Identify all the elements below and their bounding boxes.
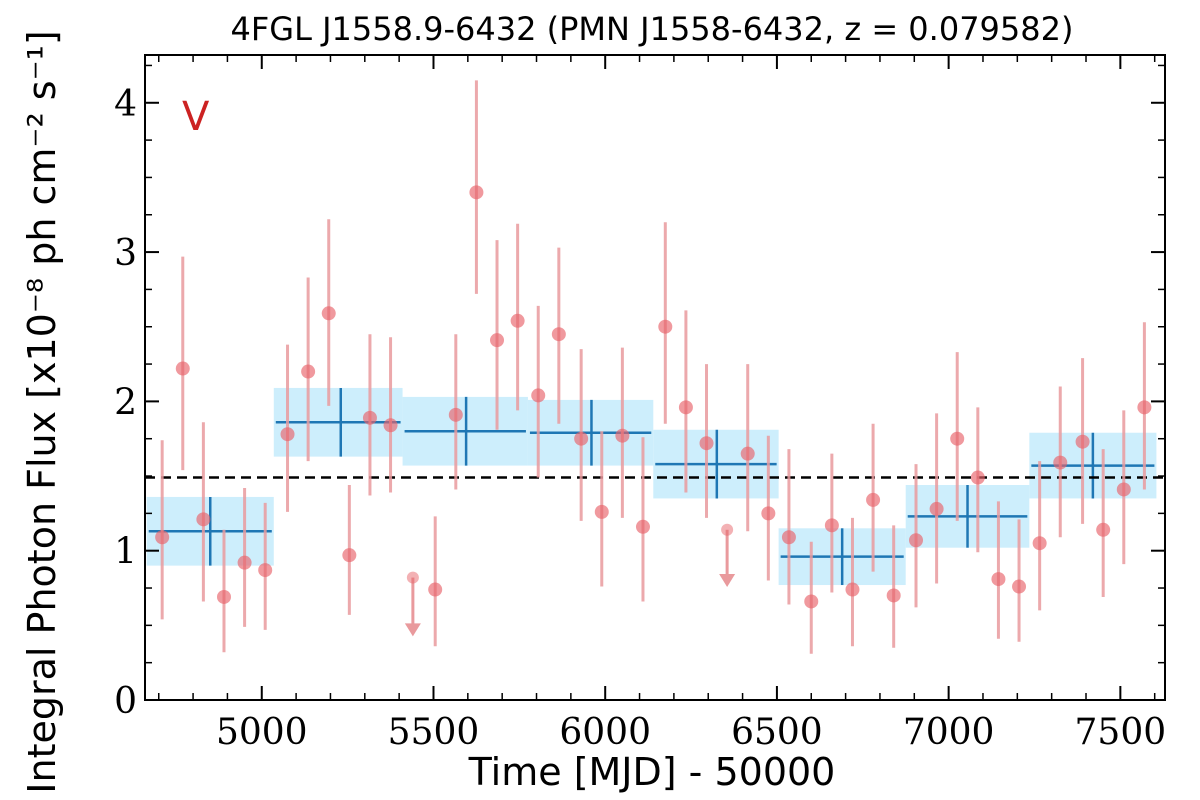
flux-point [258, 563, 273, 578]
flux-point [196, 512, 211, 527]
flux-point [1012, 579, 1027, 594]
flux-point [216, 589, 231, 604]
flux-point [448, 407, 463, 422]
flux-point [970, 470, 985, 485]
panel-label: V [182, 94, 210, 140]
flux-point [824, 518, 839, 533]
flux-point [678, 400, 693, 415]
chart-title: 4FGL J1558.9-6432 (PMN J1558-6432, z = 0… [231, 10, 1074, 48]
flux-point [1032, 536, 1047, 551]
x-tick-label: 6500 [731, 712, 823, 753]
flux-point [155, 530, 170, 545]
y-tick-label: 2 [114, 382, 137, 423]
flux-point [909, 533, 924, 548]
flux-point [1137, 400, 1152, 415]
y-tick-label: 3 [114, 233, 137, 274]
flux-points-layer [155, 80, 1152, 654]
x-tick-label: 7500 [1075, 712, 1167, 753]
y-tick-label: 4 [114, 84, 137, 125]
flux-point [574, 431, 589, 446]
flux-point [469, 185, 484, 200]
binned-flux-layer [146, 387, 1157, 586]
flux-point [658, 319, 673, 334]
y-tick-label: 1 [114, 532, 137, 573]
upper-limits-layer [404, 523, 736, 637]
upper-limit-arrow [719, 574, 736, 588]
flux-point [594, 504, 609, 519]
flux-point [886, 588, 901, 603]
flux-point [991, 572, 1006, 587]
flux-point [301, 364, 316, 379]
flux-point [321, 306, 336, 321]
flux-point [362, 410, 377, 425]
y-tick-label: 0 [114, 681, 137, 722]
flux-point [1053, 455, 1068, 470]
flux-point [531, 388, 546, 403]
flux-point [781, 530, 796, 545]
flux-point [635, 519, 650, 534]
plot-frame [144, 54, 1166, 701]
y-axis-label: Integral Photon Flux [x10⁻⁸ ph cm⁻² s⁻¹] [20, 30, 64, 793]
flux-point [845, 582, 860, 597]
x-axis-label: Time [MJD] - 50000 [468, 750, 836, 794]
flux-point [950, 431, 965, 446]
flux-point [551, 327, 566, 342]
upper-limit-arrow [404, 623, 421, 637]
x-tick-label: 5000 [216, 712, 308, 753]
x-tick-label: 5500 [388, 712, 480, 753]
flux-point [383, 418, 398, 433]
flux-point [237, 555, 252, 570]
flux-point [740, 446, 755, 461]
flux-point [1096, 522, 1111, 537]
x-tick-label: 7000 [903, 712, 995, 753]
flux-point [1075, 434, 1090, 449]
flux-point [510, 313, 525, 328]
flux-point [804, 594, 819, 609]
plot-border [144, 54, 1166, 701]
flux-point [699, 436, 714, 451]
flux-point [175, 361, 190, 376]
upper-limit-marker [406, 571, 419, 584]
flux-point [761, 506, 776, 521]
flux-point [1116, 482, 1131, 497]
flux-point [342, 548, 357, 563]
flux-point [428, 582, 443, 597]
flux-point [929, 501, 944, 516]
flux-point [490, 333, 505, 348]
flux-point [866, 492, 881, 507]
axis-ticks: 5000 5500 6000 6500 7000 7500 0 1 2 3 4 [114, 55, 1166, 753]
flux-point [280, 427, 295, 442]
x-tick-label: 6000 [559, 712, 651, 753]
flux-point [615, 428, 630, 443]
upper-limit-marker [721, 523, 734, 536]
